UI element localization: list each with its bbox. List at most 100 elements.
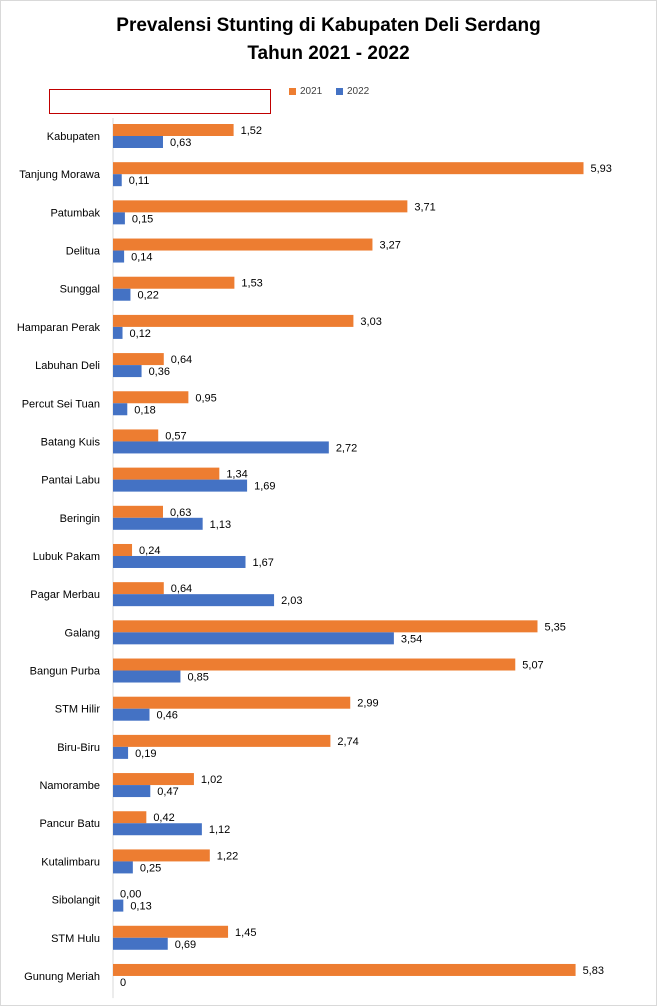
bar-2021: [113, 925, 229, 938]
data-label-2021: 0,63: [170, 507, 191, 519]
category-label: Labuhan Deli: [35, 360, 100, 372]
bar-2022: [113, 250, 125, 263]
bar-2022: [113, 441, 329, 454]
category-label: Galang: [65, 627, 100, 639]
data-label-2021: 5,07: [522, 660, 543, 672]
bar-2022: [113, 174, 122, 187]
category-label: Patumbak: [50, 207, 100, 219]
bar-2022: [113, 326, 123, 339]
bar-2021: [113, 696, 351, 709]
data-label-2021: 1,02: [201, 774, 222, 786]
category-label: Percut Sei Tuan: [22, 398, 100, 410]
bar-2022: [113, 136, 163, 148]
data-label-2021: 0,95: [195, 392, 216, 404]
category-label: Gunung Meriah: [24, 971, 100, 983]
chart-title-line-2: Tahun 2021 - 2022: [247, 43, 410, 64]
data-label-2021: 0,57: [165, 430, 186, 442]
bar-2021: [113, 658, 516, 671]
bar-2021: [113, 391, 189, 404]
data-label-2021: 1,52: [241, 125, 262, 137]
data-label-2022: 1,12: [209, 824, 230, 836]
bar-2022: [113, 670, 181, 683]
data-label-2021: 3,71: [414, 201, 435, 213]
data-label-2021: 5,35: [544, 621, 565, 633]
bar-2021: [113, 162, 584, 175]
bar-2022: [113, 785, 151, 798]
category-label: Delitua: [66, 246, 101, 258]
bar-2021: [113, 505, 163, 518]
data-label-2021: 5,93: [591, 163, 612, 175]
data-label-2022: 0,13: [130, 901, 151, 913]
data-label-2022: 1,67: [253, 557, 274, 569]
bar-2022: [113, 937, 168, 950]
bar-2021: [113, 620, 538, 633]
data-label-2022: 0,47: [157, 786, 178, 798]
data-label-2021: 0,64: [171, 354, 192, 366]
data-label-2021: 0,24: [139, 545, 160, 557]
data-label-2022: 0,25: [140, 862, 161, 874]
bar-2022: [113, 403, 128, 416]
data-label-2021: 0,00: [120, 889, 141, 901]
bar-2021: [113, 124, 234, 136]
bar-2021: [113, 582, 164, 595]
legend-label-2021: 2021: [300, 85, 323, 97]
data-label-2021: 0,42: [153, 812, 174, 824]
category-label: Hamparan Perak: [17, 322, 101, 334]
data-label-2022: 1,13: [210, 519, 231, 531]
bar-2021: [113, 734, 331, 747]
data-label-2022: 0,36: [149, 366, 170, 378]
chart-title: Prevalensi Stunting di Kabupaten Deli Se…: [0, 12, 657, 68]
legend-item-2021: 2021: [289, 84, 322, 98]
category-label: Tanjung Morawa: [19, 169, 101, 181]
data-label-2022: 0,14: [131, 252, 152, 264]
bar-2022: [113, 632, 394, 645]
category-label: STM Hilir: [55, 704, 101, 716]
category-label: Biru-Biru: [57, 742, 100, 754]
highlight-box: [49, 89, 271, 114]
bar-2022: [113, 479, 248, 492]
legend-swatch-2022: [336, 87, 343, 95]
category-label: Sibolangit: [52, 895, 100, 907]
bar-2021: [113, 314, 354, 327]
chart-title-line-1: Prevalensi Stunting di Kabupaten Deli Se…: [116, 15, 541, 36]
legend-item-2022: 2022: [336, 84, 369, 98]
data-label-2022: 0,63: [170, 137, 191, 149]
category-label: Batang Kuis: [41, 436, 101, 448]
legend: 2021 2022: [0, 84, 657, 98]
bar-2021: [113, 543, 133, 556]
data-label-2021: 1,45: [235, 927, 256, 939]
bar-2021: [113, 238, 373, 251]
bar-2021: [113, 429, 159, 442]
bar-2021: [113, 353, 164, 366]
bar-2021: [113, 276, 235, 289]
data-label-2021: 2,74: [337, 736, 358, 748]
data-label-2022: 0,15: [132, 213, 153, 225]
data-label-2022: 3,54: [401, 633, 422, 645]
data-label-2022: 0,85: [187, 672, 208, 684]
category-label: Bangun Purba: [30, 666, 101, 678]
data-label-2022: 2,72: [336, 442, 357, 454]
data-label-2022: 0,11: [129, 175, 150, 187]
bar-2021: [113, 200, 408, 213]
data-label-2022: 0,46: [156, 710, 177, 722]
bar-2021: [113, 811, 147, 824]
data-label-2021: 0,64: [171, 583, 192, 595]
category-label: Namorambe: [39, 780, 100, 792]
data-label-2021: 5,83: [583, 965, 604, 977]
category-label: Kabupaten: [47, 131, 100, 143]
data-label-2022: 0,19: [135, 748, 156, 760]
data-label-2021: 2,99: [357, 698, 378, 710]
data-label-2021: 3,03: [360, 316, 381, 328]
bar-2022: [113, 746, 129, 759]
bar-2022: [113, 899, 124, 912]
data-label-2022: 0,22: [137, 290, 158, 302]
bar-2022: [113, 555, 246, 568]
bar-2022: [113, 708, 150, 721]
category-label: STM Hulu: [51, 933, 100, 945]
data-label-2022: 0,12: [130, 328, 151, 340]
legend-swatch-2021: [289, 87, 296, 95]
data-label-2021: 1,53: [241, 278, 262, 290]
category-label: Pantai Labu: [41, 475, 100, 487]
bar-2022: [113, 288, 131, 301]
